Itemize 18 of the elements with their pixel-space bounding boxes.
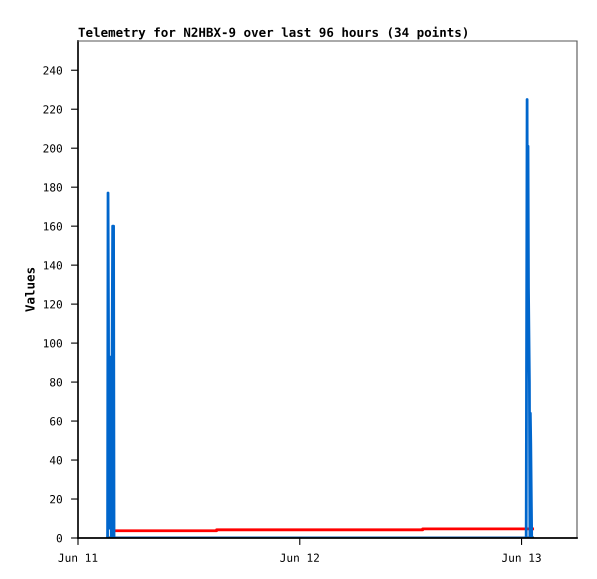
x-tick-label: Jun 13	[502, 554, 541, 562]
y-tick-label: 140	[44, 261, 62, 270]
y-axis-title: Values	[25, 268, 35, 312]
chart-title: Telemetry for N2HBX-9 over last 96 hours (34 points)	[78, 26, 467, 40]
y-tick-label: 180	[44, 183, 62, 192]
y-tick-label: 20	[50, 495, 62, 504]
y-tick-label: 80	[50, 378, 62, 386]
x-tick-label: Jun 12	[280, 554, 319, 562]
y-tick-label: 200	[43, 144, 62, 153]
y-tick-label: 120	[44, 300, 62, 309]
x-tick-label: Jun 11	[58, 554, 98, 562]
y-tick-label: 240	[43, 66, 62, 75]
y-tick-label: 160	[44, 222, 62, 231]
y-tick-label: 0	[56, 534, 62, 542]
y-tick-label: 100	[44, 339, 62, 348]
y-tick-label: 60	[50, 417, 62, 426]
y-tick-label: 220	[43, 105, 62, 114]
y-tick-label: 40	[50, 456, 62, 464]
